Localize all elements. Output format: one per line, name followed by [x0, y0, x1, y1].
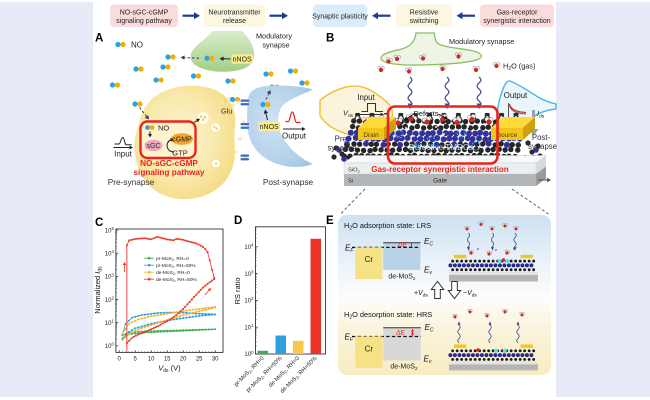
svg-text:sGC: sGC — [147, 143, 161, 150]
svg-text:Glu: Glu — [221, 107, 232, 116]
svg-text:signaling pathway: signaling pathway — [134, 168, 205, 177]
svg-text:EC: EC — [424, 237, 433, 248]
svg-text:102: 102 — [244, 296, 254, 304]
svg-text:de-MoS2: de-MoS2 — [388, 274, 416, 282]
svg-text:de-MoS2, RH=0: de-MoS2, RH=0 — [268, 356, 301, 389]
svg-text:103: 103 — [105, 272, 115, 280]
svg-text:EC: EC — [425, 323, 434, 334]
svg-text:15: 15 — [164, 356, 171, 362]
svg-text:Gas-receptor synergistic inter: Gas-receptor synergistic interaction — [371, 165, 508, 174]
svg-text:pr-MoS2, RH=0: pr-MoS2, RH=0 — [233, 356, 265, 388]
svg-text:105: 105 — [105, 226, 115, 234]
svg-text:release: release — [223, 18, 246, 25]
svg-text:Ids: Ids — [537, 109, 545, 120]
svg-text:Input: Input — [114, 150, 133, 159]
svg-text:Si: Si — [348, 179, 353, 185]
svg-text:synapse: synapse — [528, 142, 557, 151]
svg-text:ΔE: ΔE — [395, 330, 405, 337]
svg-text:synergistic interaction: synergistic interaction — [483, 18, 550, 25]
svg-text:102: 102 — [105, 295, 115, 303]
svg-text:NO: NO — [131, 41, 143, 50]
svg-text:Gas-receptor: Gas-receptor — [497, 10, 539, 17]
svg-text:H2O (gas): H2O (gas) — [503, 62, 535, 73]
svg-text:nNOS: nNOS — [260, 124, 279, 131]
svg-text:cGMP: cGMP — [172, 137, 192, 144]
svg-text:de-MoS2: de-MoS2 — [390, 364, 418, 372]
svg-text:Post-synapse: Post-synapse — [263, 177, 314, 187]
svg-text:Vds: Vds — [343, 109, 354, 120]
svg-text:100: 100 — [244, 350, 254, 358]
svg-text:nNOS: nNOS — [233, 57, 252, 64]
svg-text:Cr: Cr — [365, 345, 374, 354]
svg-text:NO: NO — [158, 124, 169, 133]
svg-text:Gate: Gate — [433, 178, 447, 185]
svg-text:synapse: synapse — [327, 144, 356, 153]
svg-text:Pre-synapse: Pre-synapse — [108, 177, 155, 187]
svg-text:EF: EF — [345, 333, 354, 344]
svg-text:Synaptic plasticity: Synaptic plasticity — [312, 13, 368, 20]
svg-text:Input: Input — [357, 93, 375, 102]
svg-text:101: 101 — [105, 319, 115, 327]
svg-text:100: 100 — [105, 342, 115, 350]
svg-text:25: 25 — [196, 356, 203, 362]
svg-text:A: A — [95, 33, 103, 45]
svg-text:de-MoS2, RH=50%: de-MoS2, RH=50% — [156, 277, 197, 283]
svg-text:103: 103 — [244, 269, 254, 277]
svg-text:de-MoS2, RH=0: de-MoS2, RH=0 — [156, 270, 190, 276]
svg-text:GTP: GTP — [172, 149, 187, 158]
svg-text:104: 104 — [244, 243, 254, 251]
svg-text:D: D — [234, 215, 242, 227]
svg-text:synapse: synapse — [262, 40, 289, 49]
svg-text:101: 101 — [244, 323, 254, 331]
svg-text:e: e — [513, 246, 516, 251]
svg-text:NO-sGC-cGMP: NO-sGC-cGMP — [140, 159, 198, 168]
svg-text:5: 5 — [134, 356, 138, 362]
svg-text:Ev: Ev — [424, 355, 432, 366]
svg-text:Post-: Post- — [532, 133, 551, 142]
svg-text:signaling pathway: signaling pathway — [116, 18, 172, 25]
svg-text:Cr: Cr — [365, 255, 374, 264]
svg-text:10: 10 — [148, 356, 155, 362]
svg-text:switching: switching — [410, 18, 439, 25]
svg-text:20: 20 — [180, 356, 187, 362]
svg-text:SiO2: SiO2 — [348, 168, 361, 175]
svg-text:Neurotransmitter: Neurotransmitter — [208, 10, 261, 17]
svg-text:Pre-: Pre- — [335, 135, 350, 144]
svg-text:H2O desorption state: HRS: H2O desorption state: HRS — [344, 310, 432, 321]
svg-text:RS ratio: RS ratio — [233, 277, 242, 304]
svg-text:104: 104 — [105, 249, 115, 257]
svg-text:+Vds: +Vds — [414, 290, 428, 299]
svg-text:pr-MoS2, RH=0: pr-MoS2, RH=0 — [156, 256, 189, 262]
svg-text:pr-MoS2, RH=50%: pr-MoS2, RH=50% — [156, 263, 196, 269]
svg-text:Normalized Ids: Normalized Ids — [93, 266, 104, 314]
svg-text:EF: EF — [345, 243, 354, 254]
svg-text:Modulatory: Modulatory — [256, 32, 292, 41]
svg-text:H2O adsorption state: LRS: H2O adsorption state: LRS — [344, 221, 431, 232]
svg-text:e: e — [495, 247, 498, 252]
svg-text:Defects: Defects — [414, 109, 439, 118]
svg-text:Modulatory synapse: Modulatory synapse — [449, 37, 514, 46]
svg-text:30: 30 — [212, 356, 219, 362]
svg-text:Output: Output — [282, 132, 307, 141]
svg-text:Defective TMDCs: Defective TMDCs — [409, 143, 473, 152]
svg-text:ΔE: ΔE — [397, 241, 407, 248]
svg-text:Source: Source — [497, 132, 518, 139]
svg-text:0: 0 — [118, 356, 122, 362]
svg-text:B: B — [326, 33, 334, 45]
svg-text:Ev: Ev — [424, 266, 432, 277]
svg-text:Vds (V): Vds (V) — [158, 363, 181, 374]
svg-text:NO-sGC-cGMP: NO-sGC-cGMP — [120, 10, 169, 17]
svg-text:e: e — [477, 246, 480, 251]
svg-text:Output: Output — [504, 91, 528, 100]
svg-text:C: C — [95, 217, 103, 229]
svg-text:−Vds: −Vds — [463, 290, 477, 299]
svg-text:Resistive: Resistive — [410, 10, 439, 17]
svg-text:Drain: Drain — [363, 132, 379, 139]
svg-text:E: E — [326, 215, 334, 227]
